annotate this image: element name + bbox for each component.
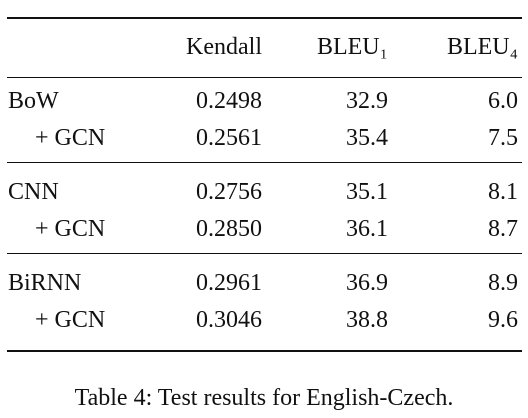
- value-cell: 0.2756: [196, 179, 262, 205]
- value-cell: 8.7: [488, 216, 518, 242]
- header-rule: [7, 77, 522, 78]
- row-label: + GCN: [35, 125, 106, 151]
- value-cell: 36.1: [346, 216, 388, 242]
- bottom-rule: [7, 350, 522, 352]
- value-cell: 0.2498: [196, 88, 262, 114]
- value-cell: 0.2561: [196, 125, 262, 151]
- row-label: BiRNN: [8, 270, 82, 296]
- value-cell: 0.2850: [196, 216, 262, 242]
- value-cell: 9.6: [488, 307, 518, 333]
- value-cell: 35.1: [346, 179, 388, 205]
- group-rule: [7, 162, 522, 163]
- top-rule: [7, 17, 522, 19]
- value-cell: 38.8: [346, 307, 388, 333]
- value-cell: 7.5: [488, 125, 518, 151]
- value-cell: 8.9: [488, 270, 518, 296]
- row-label: + GCN: [35, 216, 106, 242]
- caption: Table 4: Test results for English-Czech.: [74, 385, 454, 411]
- value-cell: 8.1: [488, 179, 518, 205]
- value-cell: 36.9: [346, 270, 388, 296]
- value-cell: 0.2961: [196, 270, 262, 296]
- row-label: + GCN: [35, 307, 106, 333]
- value-cell: 32.9: [346, 88, 388, 114]
- value-cell: 0.3046: [196, 307, 262, 333]
- column-header: BLEU₄: [446, 34, 518, 60]
- column-header: BLEU₁: [316, 34, 388, 60]
- row-label: BoW: [8, 88, 59, 114]
- group-rule: [7, 253, 522, 254]
- value-cell: 35.4: [346, 125, 388, 151]
- column-header: Kendall: [186, 34, 262, 60]
- row-label: CNN: [8, 179, 59, 205]
- value-cell: 6.0: [488, 88, 518, 114]
